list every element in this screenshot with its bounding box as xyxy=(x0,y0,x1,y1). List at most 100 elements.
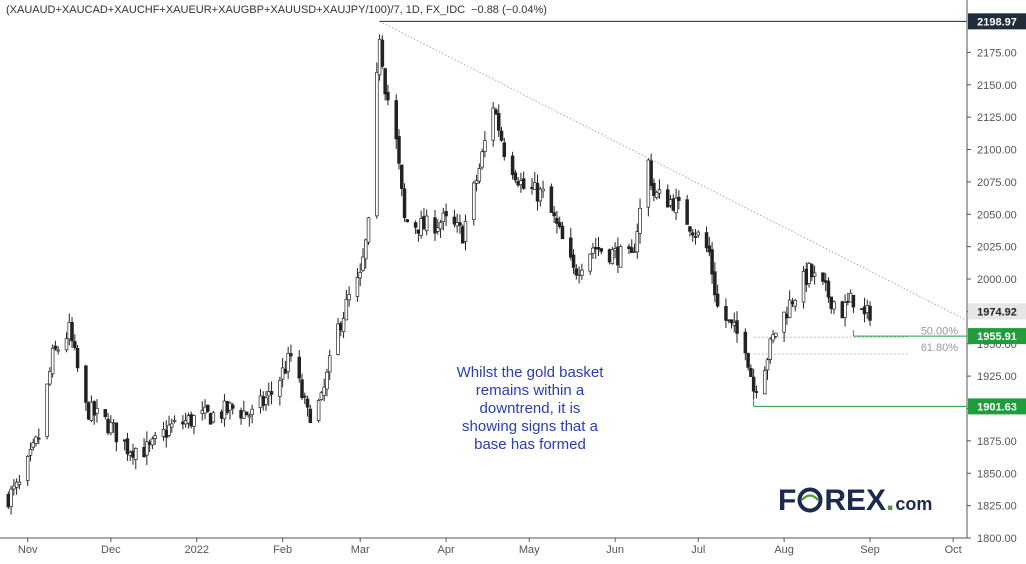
candle-body xyxy=(713,271,717,296)
candle-body xyxy=(413,222,418,228)
candle-body xyxy=(339,323,343,331)
candle-body xyxy=(67,322,72,340)
logo-dot: . xyxy=(886,484,895,517)
candle-body xyxy=(128,452,132,456)
candle-body xyxy=(519,180,523,186)
price-badges: 2198.97 1974.92 1955.91 1901.63 xyxy=(968,13,1026,415)
candle-body xyxy=(610,249,615,264)
candle-body xyxy=(289,353,293,357)
candle-body xyxy=(28,448,33,456)
candle-body xyxy=(189,414,193,427)
y-tick-label: 1925.00 xyxy=(977,371,1017,383)
candle-body xyxy=(308,408,313,424)
candle-body xyxy=(300,379,304,399)
candle-body xyxy=(715,293,720,307)
candle-body xyxy=(823,280,828,283)
candle-body xyxy=(677,196,681,201)
candle-body xyxy=(555,217,559,224)
candle-body xyxy=(762,370,767,395)
candle-body xyxy=(668,199,673,206)
y-tick-label: 2050.00 xyxy=(977,209,1017,221)
candle-body xyxy=(200,410,205,414)
candle-body xyxy=(394,100,398,140)
candle-body xyxy=(9,488,13,508)
candle-body xyxy=(710,249,714,275)
candle-body xyxy=(125,438,130,455)
candle-body xyxy=(510,155,515,175)
candle-body xyxy=(219,411,224,419)
candle-body xyxy=(552,212,556,217)
price-badge-label: 2198.97 xyxy=(977,16,1017,28)
candle-body xyxy=(629,247,634,253)
candle-body xyxy=(654,192,659,198)
candle-body xyxy=(652,182,656,196)
candle-body xyxy=(483,140,487,152)
candle-body xyxy=(574,268,579,276)
candle-body xyxy=(172,419,177,422)
candle-body xyxy=(73,341,77,348)
candle-body xyxy=(774,332,778,337)
candle-body xyxy=(474,180,479,184)
candle-body xyxy=(743,331,748,354)
candle-body xyxy=(810,264,814,278)
candle-body xyxy=(754,391,759,393)
candle-body xyxy=(801,271,806,303)
candle-body xyxy=(591,247,595,254)
candle-body xyxy=(303,395,307,398)
logo-f: F xyxy=(778,484,797,517)
candle-body xyxy=(607,249,612,263)
candle-body xyxy=(228,402,232,411)
price-badge-bg xyxy=(968,328,1026,345)
candle-body xyxy=(499,130,504,141)
candle-body xyxy=(322,386,326,396)
candle-body xyxy=(164,429,168,438)
y-tick-label: 2150.00 xyxy=(977,80,1017,92)
candle-body xyxy=(319,392,324,400)
candle-body xyxy=(704,232,709,249)
candle-body xyxy=(793,299,797,307)
fib-label: 61.80% xyxy=(921,342,959,354)
candle-body xyxy=(114,422,119,443)
candle-body xyxy=(34,436,38,444)
candle-body xyxy=(92,401,96,416)
candle-body xyxy=(571,254,576,268)
candle-body xyxy=(75,348,80,369)
candle-body xyxy=(433,217,437,234)
price-badge-bg xyxy=(968,13,1026,30)
candle-body xyxy=(848,292,853,303)
candle-body xyxy=(17,481,22,485)
candle-body xyxy=(45,383,49,437)
price-badge-label: 1974.92 xyxy=(977,306,1017,318)
candle-body xyxy=(122,439,127,442)
candle-body xyxy=(502,142,507,158)
candle-body xyxy=(649,160,653,187)
candle-body xyxy=(569,237,573,258)
candle-body xyxy=(674,197,678,214)
y-tick-label: 2000.00 xyxy=(977,274,1017,286)
candle-body xyxy=(513,172,518,181)
candle-body xyxy=(729,319,734,324)
candle-body xyxy=(89,401,94,421)
candle-body xyxy=(103,409,108,418)
candle-body xyxy=(111,422,116,425)
candle-body xyxy=(380,39,385,67)
candle-body xyxy=(183,420,188,425)
candle-body xyxy=(142,447,146,458)
candle-body xyxy=(765,359,770,371)
candle-body xyxy=(261,396,265,406)
candle-body xyxy=(153,435,157,439)
candle-body xyxy=(225,401,229,413)
candle-body xyxy=(109,422,113,434)
x-tick-label: Oct xyxy=(945,544,962,556)
level-lines xyxy=(379,20,967,407)
x-tick-label: Jul xyxy=(691,544,705,556)
candle-body xyxy=(535,183,540,202)
candle-body xyxy=(771,334,775,341)
candle-body xyxy=(397,136,401,164)
candle-body xyxy=(161,428,166,437)
y-tick-label: 2175.00 xyxy=(977,47,1017,59)
y-tick-label: 1875.00 xyxy=(977,436,1017,448)
y-tick-label: 2125.00 xyxy=(977,112,1017,124)
candle-body xyxy=(516,181,520,186)
